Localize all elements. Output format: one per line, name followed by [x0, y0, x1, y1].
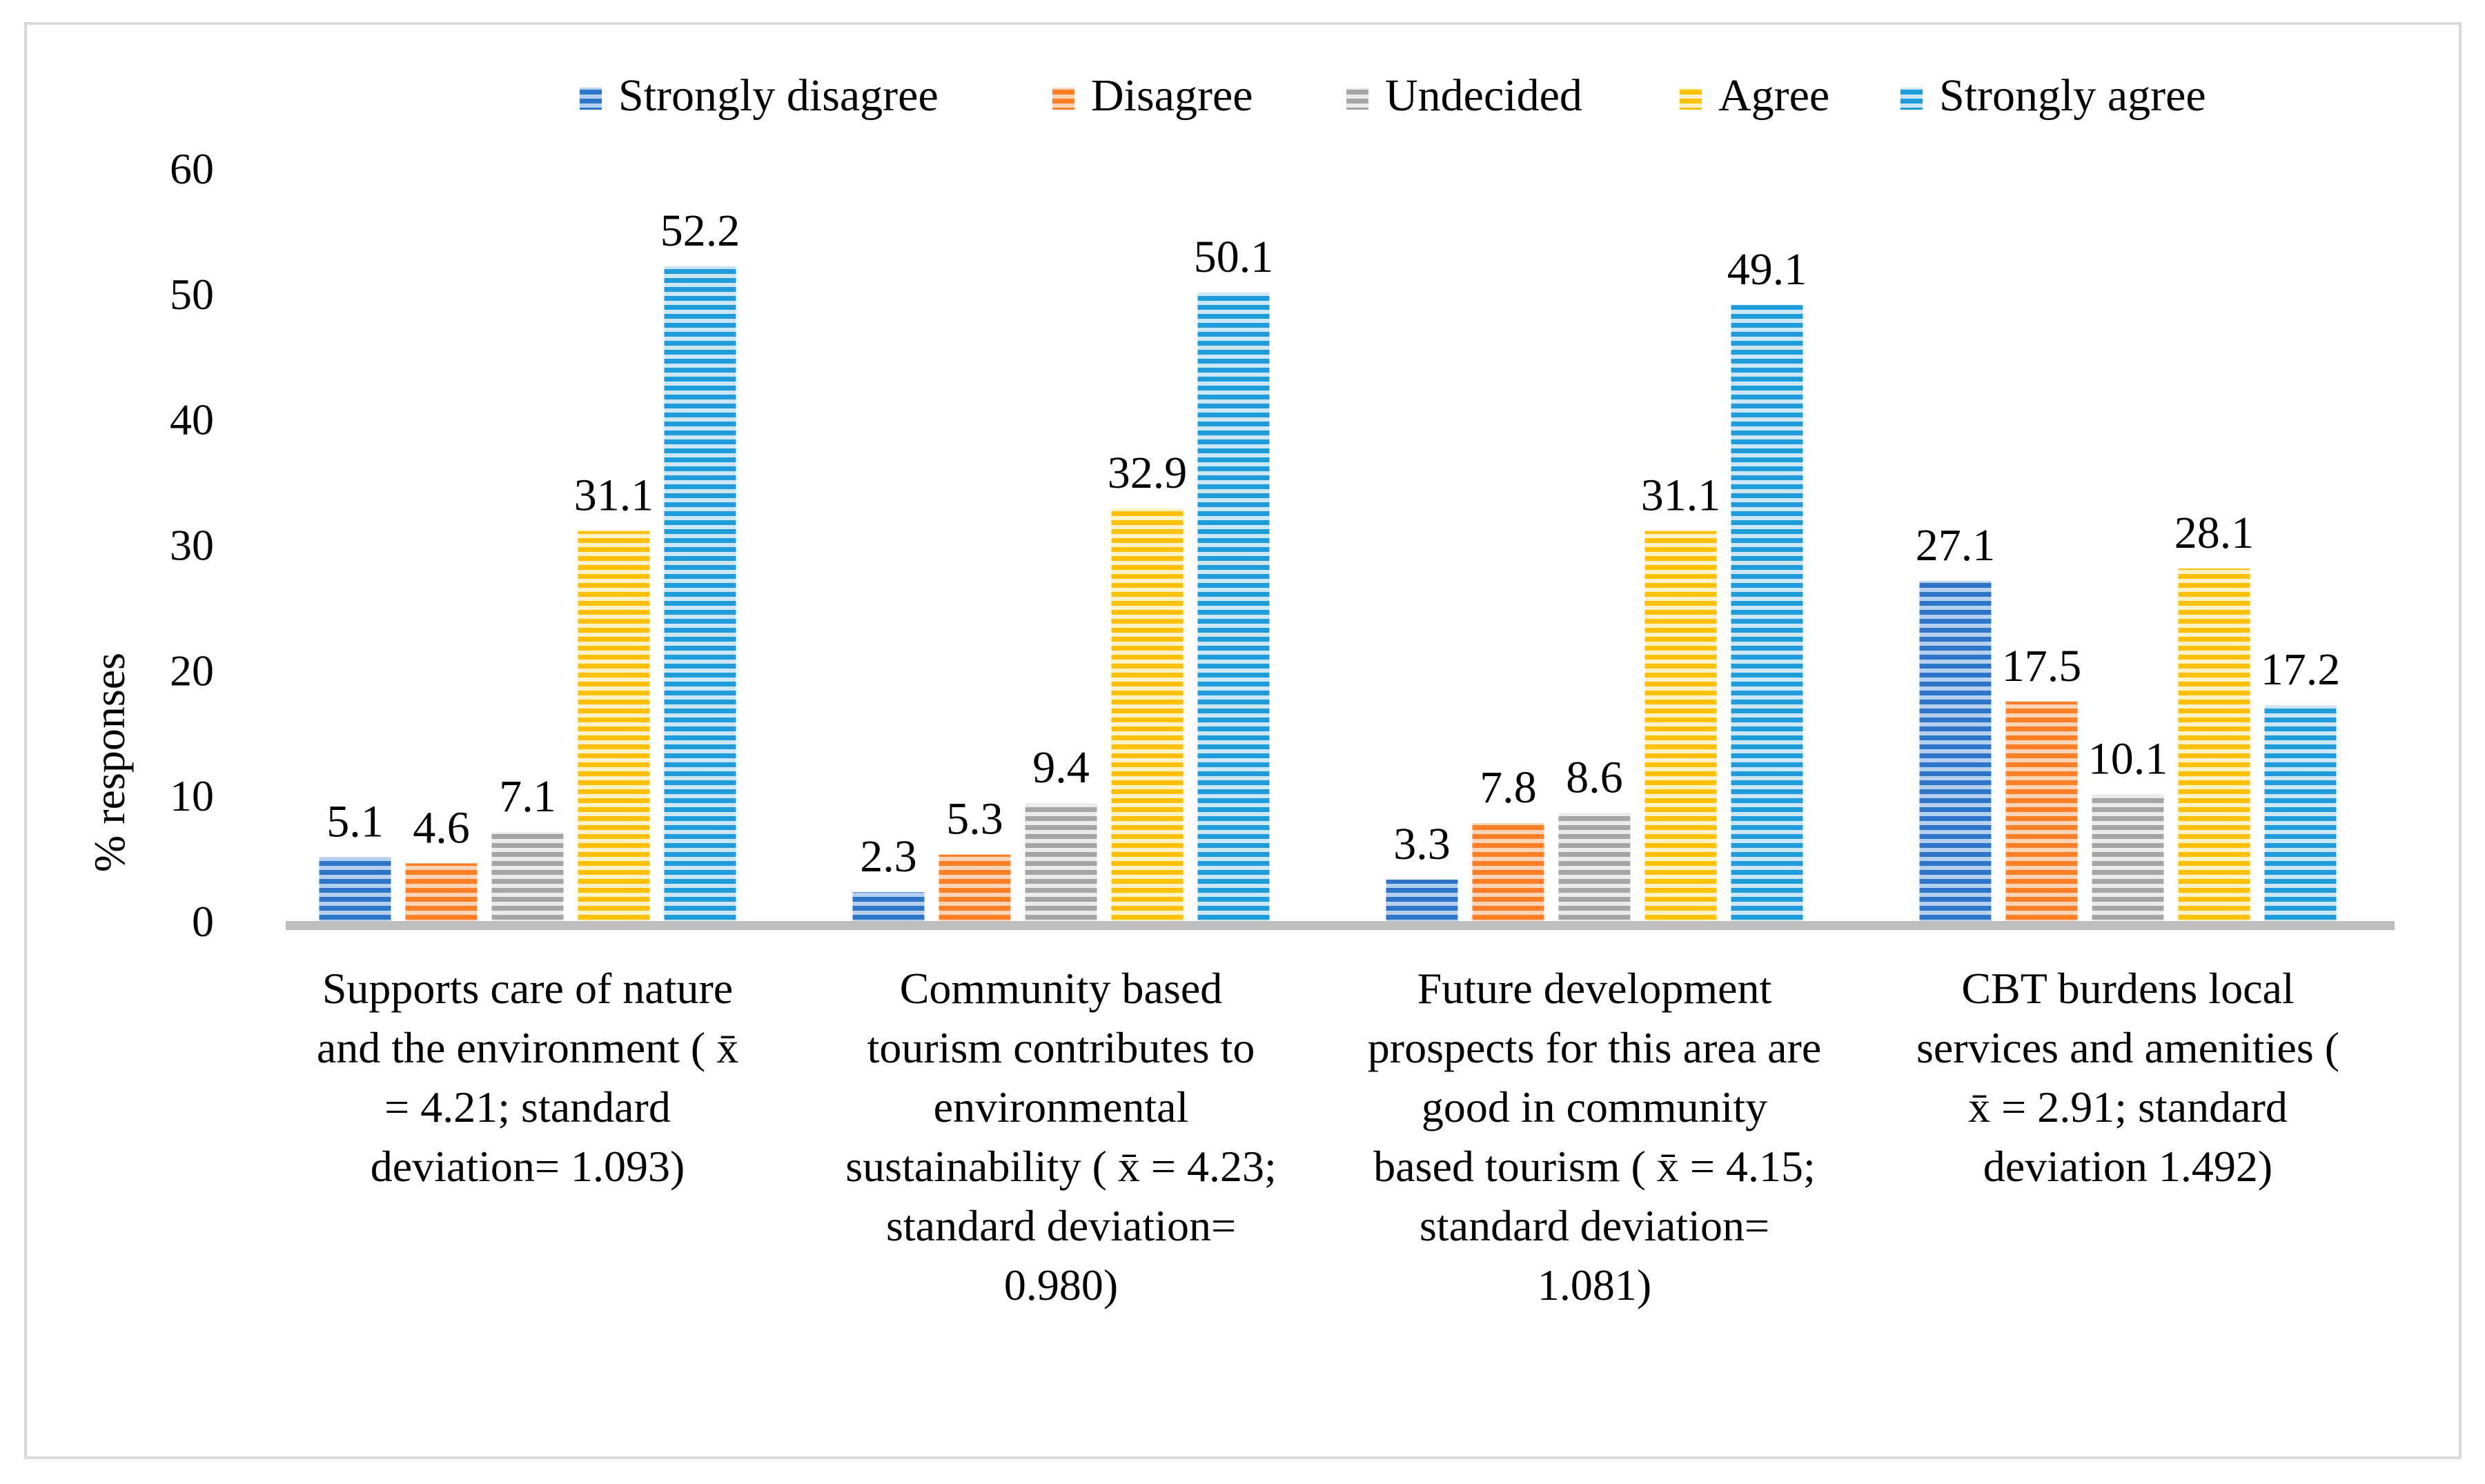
data-label: 50.1 [1194, 232, 1274, 282]
legend-swatch [1680, 88, 1702, 110]
category-label: standard deviation= [886, 1201, 1236, 1250]
bar [1111, 508, 1183, 921]
category-label: prospects for this area are [1368, 1023, 1821, 1072]
category-label: based tourism ( x̄ = 4.15; [1373, 1142, 1815, 1191]
bar [1197, 293, 1270, 921]
data-label: 49.1 [1727, 244, 1807, 295]
bar [1386, 879, 1458, 921]
data-label: 2.3 [860, 831, 917, 882]
legend: Strongly disagree Disagree Undecided Agree S… [580, 70, 2206, 121]
y-axis: 0 10 20 30 40 50 60 [170, 144, 214, 946]
data-label: 9.4 [1032, 742, 1090, 793]
data-label: 32.9 [1108, 448, 1188, 498]
category-label: environmental [934, 1082, 1189, 1131]
legend-label: Strongly agree [1939, 70, 2206, 121]
category-label: 1.081) [1538, 1260, 1651, 1309]
bars: 5.1 4.6 7.1 31.1 52.2 2.3 5.3 9.4 32.9 50.1 3.3 7.8… [286, 206, 2395, 930]
category-label: 0.980) [1004, 1260, 1118, 1309]
legend-label: Strongly disagree [618, 70, 939, 121]
data-label: 4.6 [413, 802, 470, 853]
bar [2005, 701, 2078, 921]
bar [491, 831, 564, 921]
bar [319, 857, 391, 921]
category-label: standard deviation= [1420, 1201, 1769, 1250]
category-label: services and amenities ( [1916, 1023, 2339, 1072]
bar [1558, 813, 1631, 921]
data-label: 31.1 [1641, 470, 1721, 520]
bar [1644, 531, 1717, 921]
bar [1025, 803, 1097, 921]
data-label: 52.2 [660, 206, 740, 256]
data-label: 27.1 [1916, 520, 1996, 571]
bar [2178, 568, 2250, 921]
y-axis-title: % responses [85, 653, 134, 872]
bar [2264, 705, 2337, 921]
bar [664, 266, 736, 922]
bar [1919, 581, 1992, 921]
legend-swatch [1052, 88, 1074, 110]
category-label: = 4.21; standard [384, 1082, 671, 1131]
y-tick-label: 60 [170, 144, 214, 193]
data-label: 28.1 [2174, 508, 2255, 558]
y-tick-label: 20 [170, 646, 214, 695]
legend-label: Undecided [1385, 70, 1582, 121]
y-tick-label: 30 [170, 521, 214, 570]
data-label: 7.8 [1480, 762, 1537, 813]
data-label: 10.1 [2088, 733, 2168, 784]
bar [578, 531, 650, 921]
bar [852, 892, 925, 921]
category-label: and the environment ( x̄ [317, 1023, 738, 1072]
x-axis-line [286, 921, 2395, 930]
data-label: 3.3 [1393, 819, 1451, 869]
legend-swatch [580, 88, 602, 110]
bar [1472, 823, 1544, 921]
y-tick-label: 0 [192, 897, 214, 946]
legend-swatch [1900, 88, 1923, 110]
y-tick-label: 40 [170, 395, 214, 444]
chart-frame [24, 22, 2462, 1459]
category-label: Community based [900, 964, 1223, 1013]
category-label: CBT burdens local [1961, 964, 2294, 1013]
x-axis: Supports care of nature and the environme… [317, 964, 2339, 1309]
bar [2092, 794, 2164, 921]
legend-label: Agree [1718, 70, 1829, 121]
category-label: sustainability ( x̄ = 4.23; [845, 1142, 1277, 1191]
category-label: tourism contributes to [867, 1023, 1255, 1072]
category-label: deviation 1.492) [1983, 1142, 2272, 1191]
data-label: 7.1 [499, 771, 556, 822]
data-label: 5.3 [946, 794, 1003, 844]
category-label: good in community [1422, 1082, 1767, 1131]
category-label: deviation= 1.093) [371, 1142, 685, 1191]
category-label: Future development [1417, 964, 1772, 1013]
legend-label: Disagree [1091, 70, 1253, 121]
data-label: 5.1 [326, 796, 384, 847]
data-label: 31.1 [574, 470, 654, 520]
y-tick-label: 50 [170, 270, 214, 319]
y-tick-label: 10 [170, 771, 214, 820]
data-label: 17.5 [2002, 641, 2082, 691]
data-label: 17.2 [2261, 644, 2341, 695]
data-label: 8.6 [1566, 753, 1623, 803]
category-label: Supports care of nature [322, 964, 733, 1013]
bar [1731, 305, 1803, 921]
bar [405, 863, 478, 921]
bar [939, 854, 1011, 921]
legend-swatch [1346, 88, 1368, 110]
category-label: x̄ = 2.91; standard [1968, 1082, 2288, 1131]
